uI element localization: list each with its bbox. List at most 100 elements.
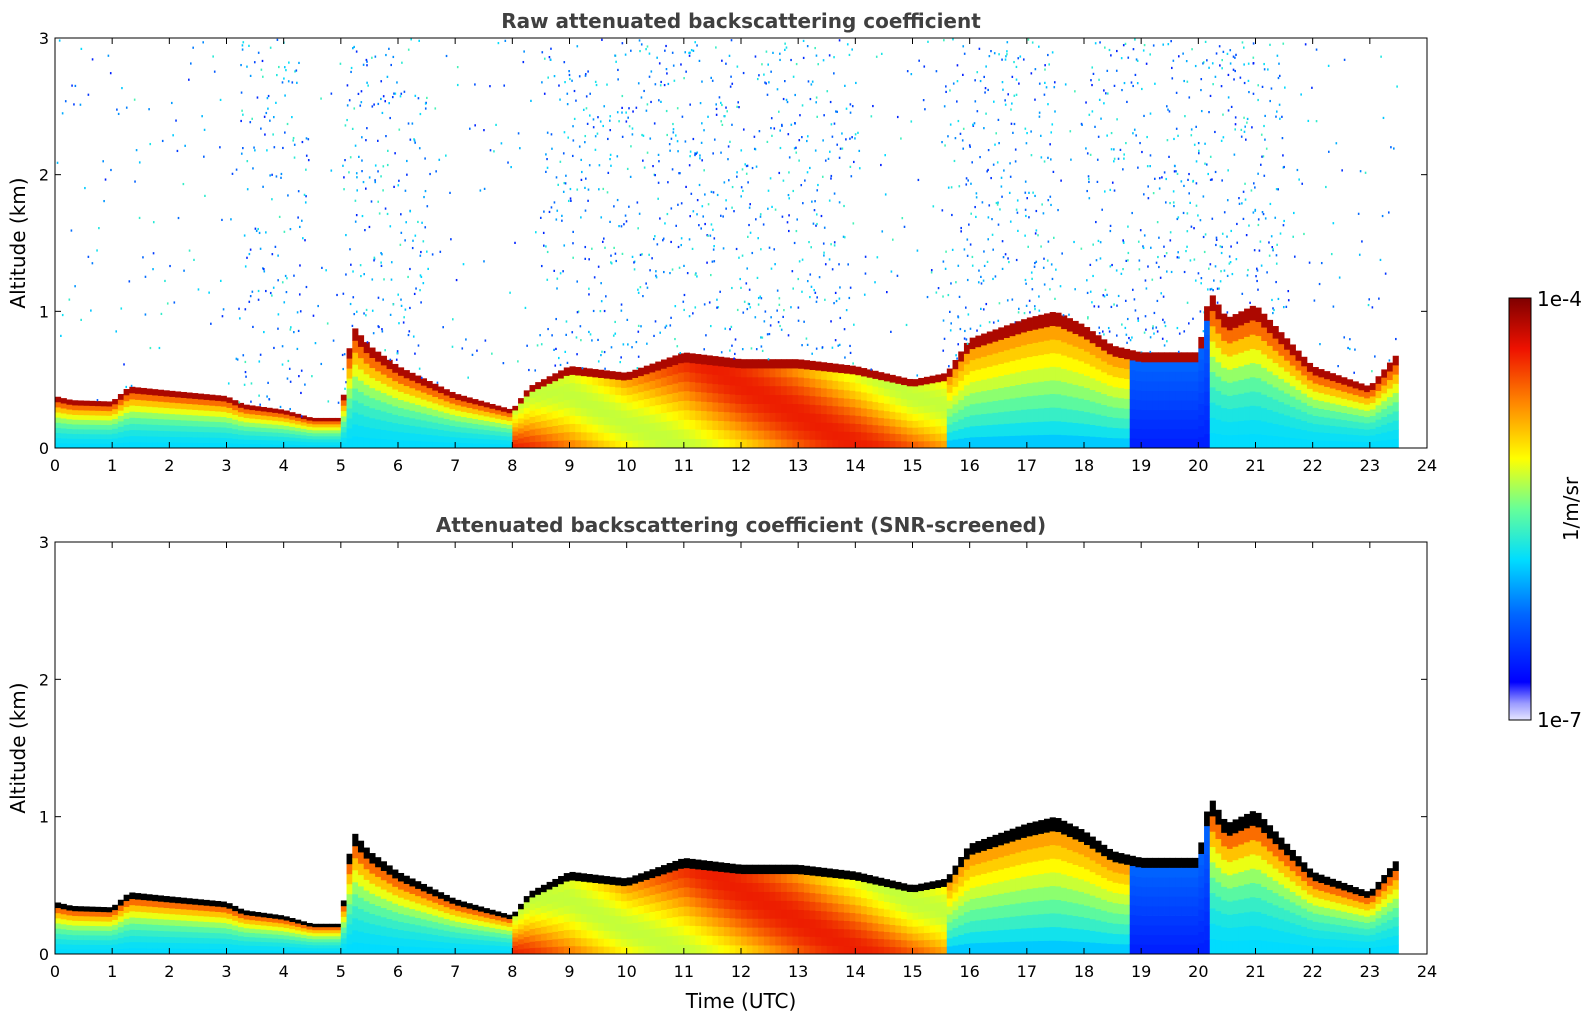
heatmap-cell — [232, 414, 239, 420]
noise-speck — [666, 72, 668, 75]
heatmap-cell — [1369, 435, 1376, 442]
heatmap-cell — [180, 931, 187, 938]
noise-speck — [588, 330, 590, 334]
heatmap-cell — [495, 405, 502, 411]
heatmap-cell — [1055, 312, 1062, 327]
noise-speck — [351, 127, 354, 130]
noise-speck — [813, 209, 816, 212]
noise-speck — [1283, 165, 1285, 169]
heatmap-cell — [403, 377, 410, 387]
heatmap-cell — [403, 393, 410, 402]
heatmap-cell — [963, 384, 971, 396]
heatmap-cell — [266, 439, 273, 445]
heatmap-cell — [535, 395, 542, 403]
noise-speck — [582, 108, 585, 111]
noise-speck — [1251, 126, 1253, 129]
heatmap-cell — [626, 394, 633, 403]
noise-speck — [688, 51, 690, 55]
heatmap-cell — [72, 910, 79, 917]
heatmap-cell — [775, 376, 782, 387]
heatmap-cell — [60, 423, 67, 429]
heatmap-cell — [100, 911, 107, 917]
noise-speck — [407, 275, 409, 279]
noise-speck — [621, 94, 624, 98]
noise-speck — [243, 234, 246, 237]
noise-speck — [838, 297, 841, 300]
noise-speck — [407, 122, 410, 125]
noise-speck — [988, 321, 991, 324]
heatmap-cell — [300, 444, 307, 449]
heatmap-cell — [575, 431, 582, 441]
noise-speck — [1262, 213, 1265, 216]
heatmap-cell — [55, 938, 62, 945]
noise-speck — [148, 108, 150, 111]
heatmap-cell — [420, 413, 427, 421]
heatmap-cell — [1255, 405, 1262, 421]
heatmap-cell — [1289, 437, 1296, 449]
noise-speck — [258, 360, 261, 363]
heatmap-cell — [340, 410, 347, 417]
noise-speck — [576, 353, 578, 356]
heatmap-cell — [1266, 371, 1274, 385]
heatmap-cell — [460, 416, 467, 423]
noise-speck — [956, 64, 959, 67]
heatmap-cell — [169, 408, 176, 415]
heatmap-cell — [300, 428, 307, 433]
heatmap-cell — [1026, 317, 1033, 331]
heatmap-cell — [1226, 395, 1234, 410]
noise-speck — [222, 308, 225, 311]
heatmap-cell — [769, 385, 776, 396]
noise-speck — [571, 331, 574, 334]
heatmap-cell — [918, 398, 925, 407]
heatmap-cell — [152, 395, 159, 402]
heatmap-cell — [1209, 356, 1216, 373]
noise-speck — [277, 313, 280, 316]
noise-speck — [1011, 102, 1013, 105]
heatmap-cell — [77, 949, 84, 955]
heatmap-cell — [1169, 419, 1176, 430]
heatmap-cell — [180, 908, 187, 915]
heatmap-cell — [449, 419, 456, 426]
noise-speck — [188, 78, 190, 81]
noise-speck — [543, 244, 545, 247]
heatmap-cell — [1261, 434, 1268, 449]
heatmap-cell — [163, 401, 170, 409]
heatmap-cell — [946, 440, 953, 449]
heatmap-cell — [157, 389, 165, 396]
heatmap-cell — [1186, 409, 1194, 420]
noise-speck — [694, 41, 697, 44]
heatmap-cell — [598, 408, 605, 418]
noise-speck — [663, 83, 666, 87]
heatmap-cell — [695, 419, 702, 430]
heatmap-cell — [1266, 409, 1274, 423]
heatmap-cell — [135, 935, 142, 943]
heatmap-cell — [901, 440, 908, 449]
heatmap-cell — [712, 429, 719, 440]
noise-speck — [1241, 202, 1243, 205]
noise-speck — [138, 216, 141, 220]
heatmap-cell — [323, 426, 330, 431]
heatmap-cell — [615, 371, 622, 380]
y-tick-label: 3 — [39, 29, 49, 48]
heatmap-cell — [335, 435, 342, 440]
noise-speck — [1268, 241, 1270, 244]
heatmap-cell — [55, 427, 62, 434]
heatmap-cell — [786, 385, 793, 396]
noise-speck — [786, 100, 789, 104]
noise-speck — [349, 302, 352, 306]
noise-speck — [1000, 176, 1003, 179]
heatmap-cell — [335, 423, 342, 428]
heatmap-cell — [666, 429, 673, 440]
noise-speck — [539, 216, 542, 219]
heatmap-cell — [495, 409, 502, 415]
heatmap-cell — [529, 441, 536, 449]
noise-speck — [1113, 148, 1115, 151]
heatmap-cell — [535, 421, 542, 429]
heatmap-cell — [1324, 394, 1331, 403]
noise-speck — [556, 287, 558, 290]
heatmap-cell — [438, 386, 445, 394]
noise-speck — [1269, 202, 1272, 206]
noise-speck — [598, 164, 601, 167]
heatmap-cell — [672, 410, 679, 421]
heatmap-cell — [100, 405, 107, 411]
